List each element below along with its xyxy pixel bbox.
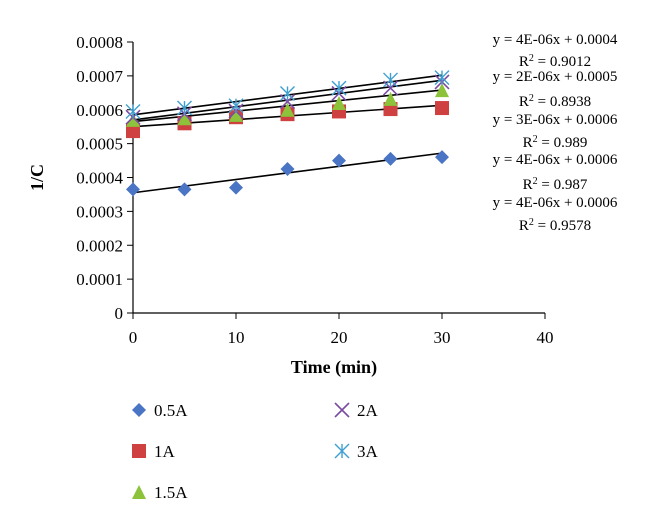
data-point-1-5a xyxy=(229,107,243,122)
data-point-0-5a xyxy=(383,151,398,166)
y-tick-label: 0.0001 xyxy=(76,270,123,289)
legend: 0.5A 1A 1.5A 2A 3A xyxy=(132,401,379,502)
markers-layer xyxy=(125,70,450,197)
data-point-1-5a xyxy=(126,112,140,127)
y-tick-label: 0.0005 xyxy=(76,135,123,154)
trendline-equation: y = 4E-06x + 0.0004 xyxy=(493,32,618,48)
data-point-1-5a xyxy=(332,95,346,110)
trendline-equation: y = 4E-06x + 0.0006 xyxy=(493,152,618,168)
legend-item-2a: 2A xyxy=(334,401,379,420)
data-point-1-5a xyxy=(435,83,449,98)
legend-item-0-5a: 0.5A xyxy=(132,401,188,420)
legend-label-3a: 3A xyxy=(357,442,379,461)
trendline-equation: y = 4E-06x + 0.0006 xyxy=(493,195,618,211)
data-point-0-5a xyxy=(332,153,346,168)
x-tick-label: 20 xyxy=(331,328,348,347)
legend-label-1a: 1A xyxy=(154,442,176,461)
legend-item-3a: 3A xyxy=(334,442,379,461)
marker-stroke xyxy=(382,80,399,96)
data-point-2a xyxy=(279,94,296,110)
data-point-3a xyxy=(125,103,141,119)
y-tick-label: 0.0004 xyxy=(76,169,123,188)
data-point-3a xyxy=(434,70,450,86)
legend-marker-1a xyxy=(132,444,146,458)
r-squared-label: R2 = 0.9578 xyxy=(519,217,591,235)
trendline-equation: y = 3E-06x + 0.0006 xyxy=(493,112,618,128)
r-squared-label: R2 = 0.989 xyxy=(523,134,588,152)
r-squared-label: R2 = 0.9012 xyxy=(519,53,591,71)
y-tick-label: 0.0002 xyxy=(76,236,123,255)
r-squared-label: R2 = 0.8938 xyxy=(519,93,591,111)
data-point-1-5a xyxy=(280,102,295,117)
r-squared-label: R2 = 0.987 xyxy=(523,176,588,194)
data-point-0-5a xyxy=(435,150,449,165)
y-tick-label: 0.0006 xyxy=(76,101,123,120)
x-axis-title: Time (min) xyxy=(291,357,377,378)
marker-stroke xyxy=(279,94,296,110)
legend-marker-2a xyxy=(334,402,350,418)
x-tick-label: 40 xyxy=(537,328,554,347)
y-tick-label: 0 xyxy=(115,304,124,323)
y-tick-label: 0.0007 xyxy=(76,67,123,86)
axes-layer: 0 0.0001 0.0002 0.0003 0.0004 0.0005 0.0006 0.0… xyxy=(27,33,554,378)
data-point-2a xyxy=(382,80,399,96)
data-point-1-5a xyxy=(383,91,398,106)
data-point-3a xyxy=(383,72,398,88)
data-point-0-5a xyxy=(229,180,243,195)
y-tick-label: 0.0003 xyxy=(76,202,123,221)
legend-label-1-5a: 1.5A xyxy=(154,483,188,502)
legend-marker-0-5a xyxy=(132,403,146,417)
legend-item-1a: 1A xyxy=(132,442,176,461)
legend-label-0-5a: 0.5A xyxy=(154,401,188,420)
marker-stroke xyxy=(334,402,350,418)
y-axis-title: 1/C xyxy=(27,164,47,191)
data-point-3a xyxy=(228,98,244,114)
legend-label-2a: 2A xyxy=(357,401,379,420)
x-tick-label: 30 xyxy=(434,328,451,347)
data-point-1a xyxy=(435,101,449,116)
data-point-0-5a xyxy=(126,182,140,197)
data-point-3a xyxy=(331,80,347,96)
x-tick-label: 10 xyxy=(228,328,245,347)
data-point-1a xyxy=(126,124,140,139)
data-point-3a xyxy=(280,85,295,101)
legend-marker-1-5a xyxy=(132,485,146,499)
data-point-0-5a xyxy=(177,182,192,197)
data-point-0-5a xyxy=(280,162,295,177)
data-point-3a xyxy=(177,100,192,116)
y-tick-label: 0.0008 xyxy=(76,33,123,52)
legend-marker-3a xyxy=(334,443,350,459)
trendline-equation: y = 2E-06x + 0.0005 xyxy=(493,69,618,85)
x-tick-label: 0 xyxy=(129,328,138,347)
legend-item-1-5a: 1.5A xyxy=(132,483,188,502)
data-point-1-5a xyxy=(177,111,192,126)
